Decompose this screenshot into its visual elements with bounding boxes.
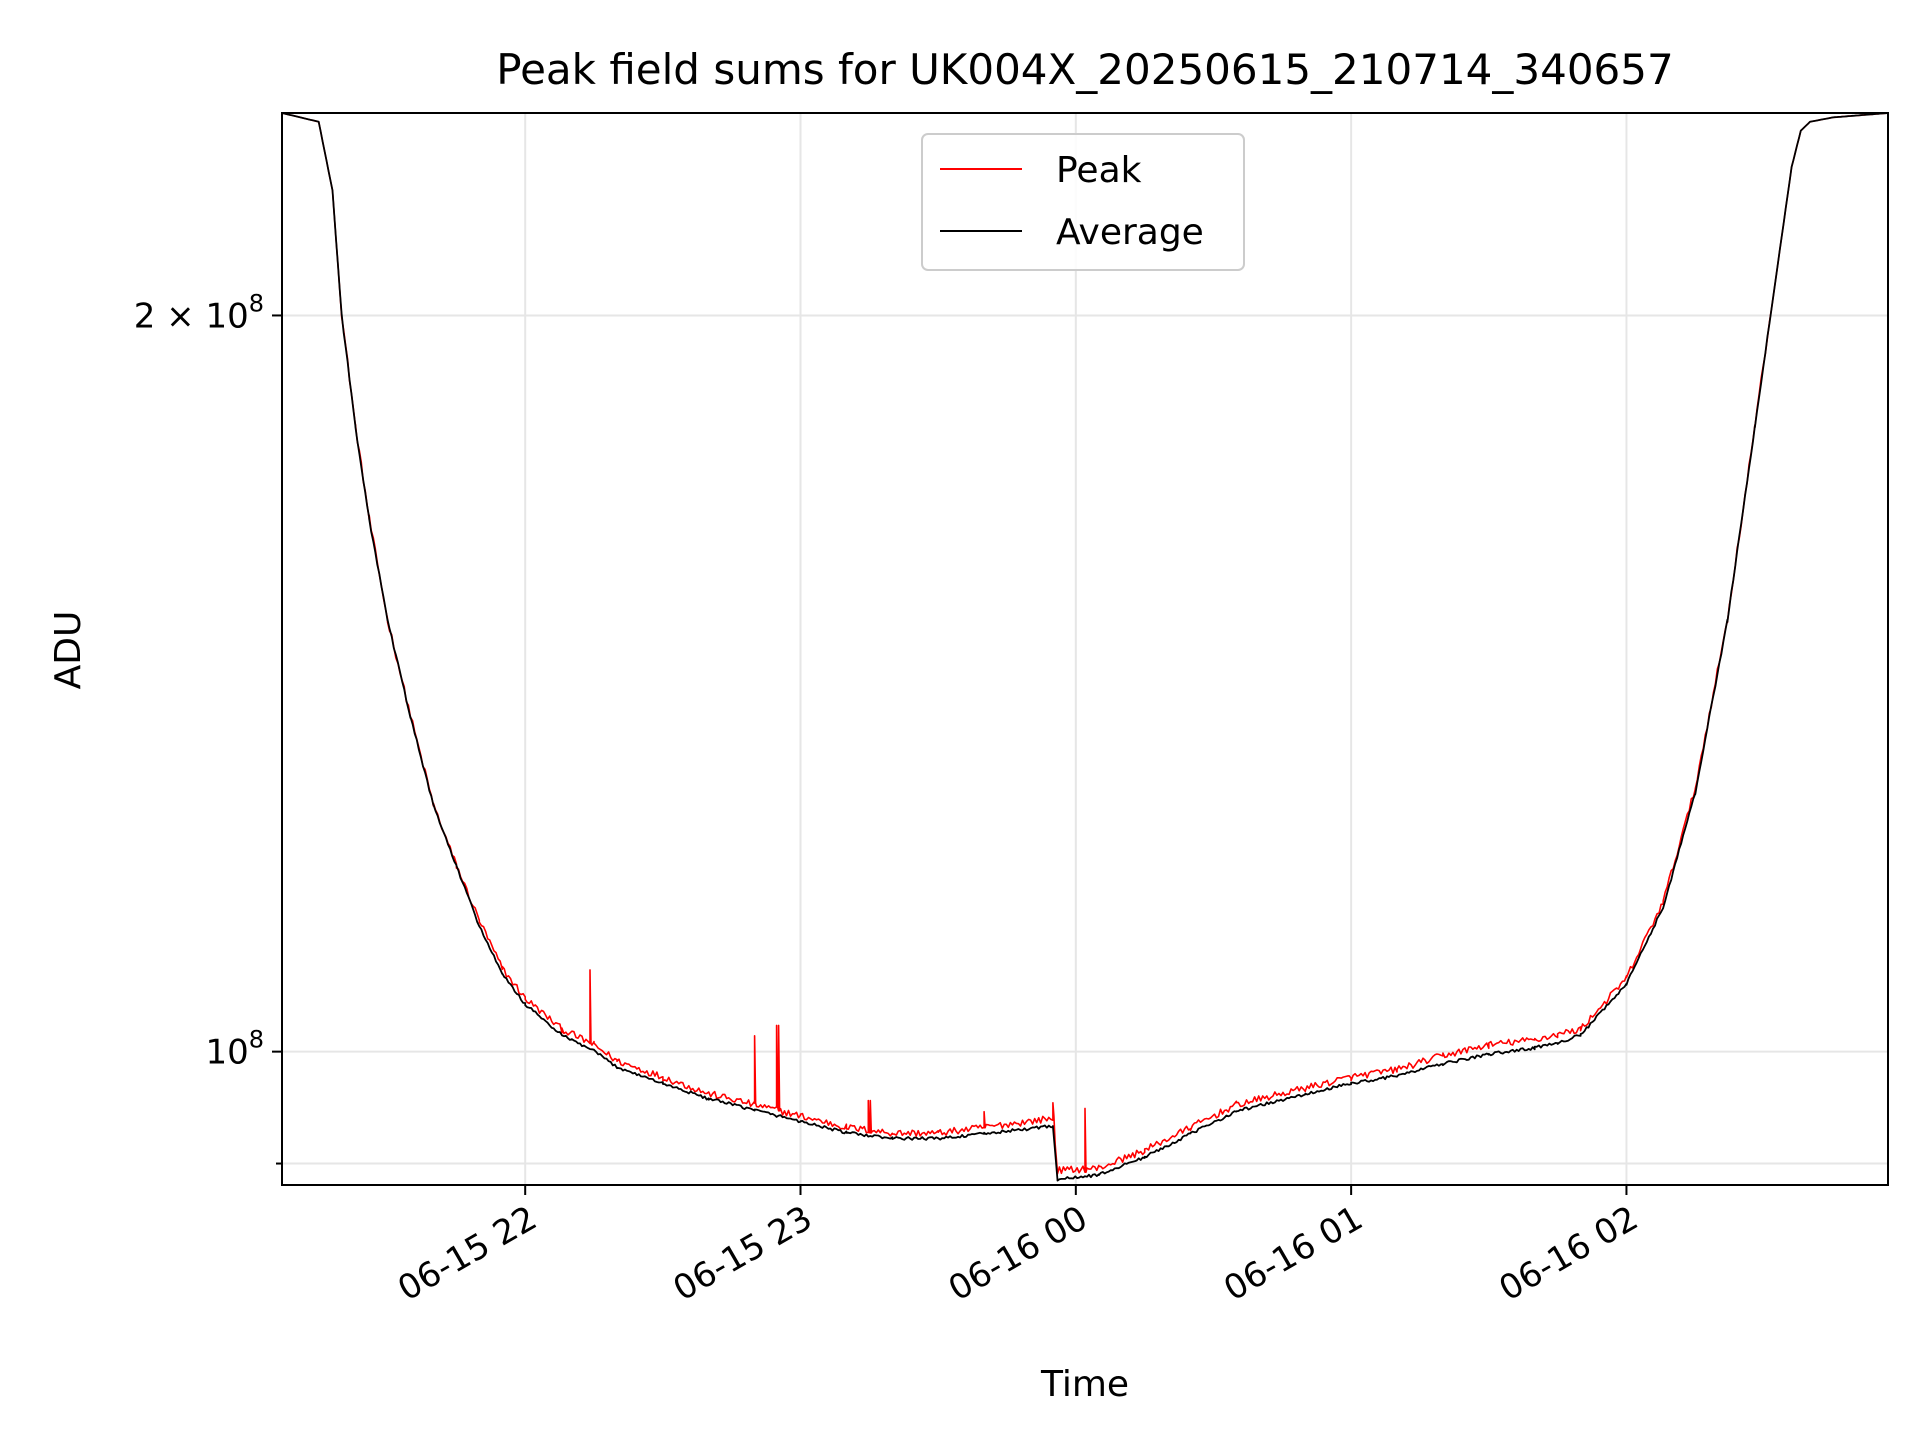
y-axis: 108 2 × 108: [134, 289, 282, 1165]
x-tick-label: 06-16 00: [942, 1198, 1094, 1309]
x-tick-label: 06-15 22: [391, 1198, 543, 1309]
plot-frame: [281, 112, 1889, 1186]
legend: Peak Average: [921, 133, 1245, 271]
x-tick-label: 06-16 02: [1493, 1198, 1645, 1309]
series-layer: [281, 112, 1889, 1182]
legend-label-peak: Peak: [1056, 150, 1142, 191]
x-axis: 06-15 22 06-15 23 06-16 00 06-16 01 06-16 02: [391, 1185, 1645, 1309]
y-tick-label: 108: [205, 1026, 264, 1073]
x-tick-label: 06-15 23: [667, 1198, 819, 1309]
series-line-average: [281, 112, 1889, 1182]
chart-title: Peak field sums for UK004X_20250615_2107…: [496, 45, 1673, 94]
x-axis-label: Time: [1040, 1364, 1129, 1405]
y-tick-label: 2 × 108: [134, 289, 264, 336]
series-line-peak: [281, 112, 1889, 1175]
grid: [282, 113, 1888, 1185]
legend-label-average: Average: [1056, 212, 1204, 253]
y-axis-label: ADU: [48, 611, 89, 690]
x-tick-label: 06-16 01: [1217, 1198, 1369, 1309]
